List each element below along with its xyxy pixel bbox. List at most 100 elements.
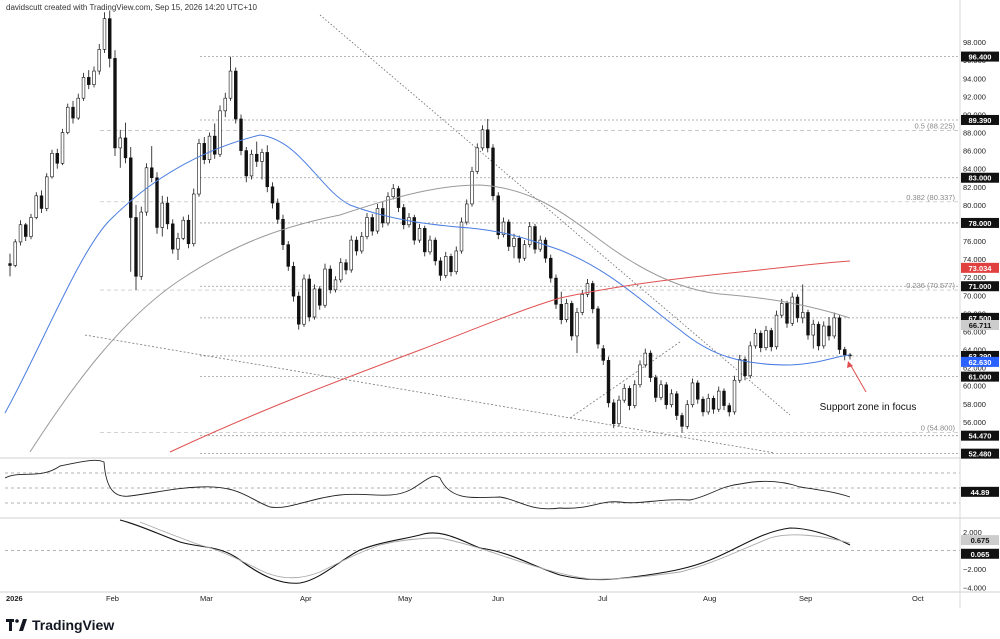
price-tag-bg-11 [961,371,999,382]
tradingview-logo-icon [6,619,27,631]
price-tick-17: 90.000 [963,110,986,119]
price-tag-9: 63.290 [969,352,992,361]
candle-body-43 [234,70,238,120]
candle-body-152 [806,312,810,336]
time-tick-1: Feb [106,594,119,603]
candle-body-39 [213,135,217,155]
candle-body-28 [155,177,159,228]
time-tick-5: Jun [492,594,504,603]
annotation-text: Support zone in focus [820,402,917,413]
candle-body-106 [564,303,569,320]
price-tag-11: 61.000 [969,373,992,382]
candle-body-0 [8,263,12,266]
price-tag-bg-2 [961,172,999,183]
candle-body-53 [286,244,290,267]
price-axis: 56.00058.00060.00062.00064.00066.00068.0… [959,0,999,608]
candle-body-88 [470,171,474,205]
candle-body-15 [87,77,91,85]
price-tick-5: 66.000 [963,327,986,336]
candle-body-146 [774,314,779,348]
candle-body-65 [349,239,353,271]
candle-body-5 [34,195,38,218]
price-tag-6: 67.500 [969,314,992,323]
candle-body-109 [580,294,584,313]
candle-body-133 [706,398,710,413]
candle-body-113 [601,348,605,361]
candle-body-154 [816,323,821,347]
macd-tag-0: 0.675 [971,536,990,545]
macd-pane: 2.000 −2.000 −4.000 0.675 0.065 [0,519,1000,593]
price-tag-bg-13 [961,448,999,459]
price-tag-bg-9 [961,350,999,361]
candle-body-38 [207,135,212,160]
price-tag-bg-10 [961,356,999,367]
candle-body-142 [753,332,758,347]
candle-body-66 [354,239,359,252]
price-tick-12: 80.000 [963,201,986,210]
candle-body-100 [533,226,537,250]
candle-body-24 [134,217,138,277]
candle-body-44 [239,118,243,151]
price-tick-3: 62.000 [963,364,986,373]
time-tick-4: May [398,594,412,603]
candle-body-128 [680,415,684,427]
candle-body-4 [29,217,33,237]
price-tag-bg-1 [961,114,999,125]
macd-tick-0: 2.000 [963,528,982,537]
candle-body-105 [559,304,563,320]
trendline-descending [319,14,791,416]
candle-body-126 [669,393,674,405]
rsi-tag-0: 44.89 [971,488,990,497]
candle-body-60 [323,268,327,306]
candle-body-48 [260,152,264,162]
candle-body-32 [176,238,180,250]
annotation-arrowhead [847,361,853,368]
candle-body-91 [486,129,490,149]
candle-body-61 [328,268,332,291]
candle-body-92 [491,147,495,197]
time-tick-0: 2026 [6,594,23,603]
candle-body-63 [339,262,343,281]
candle-body-46 [249,153,254,177]
candle-body-148 [785,303,789,324]
candle-body-45 [244,150,248,177]
candle-body-75 [402,207,406,226]
price-tag-bg-0 [961,51,999,62]
candle-body-156 [827,325,831,337]
ma-mid-line [29,184,851,453]
candle-body-26 [144,167,149,213]
rsi-pane: 44.89 [0,459,1000,519]
time-axis: 2026 Feb Mar Apr May Jun Jul Aug Sep Oct [6,594,925,603]
time-tick-7: Aug [703,594,716,603]
candle-body-123 [654,377,658,398]
tradingview-logo: TradingView [6,615,114,635]
macd-tick-1: −2.000 [963,565,986,574]
candle-body-23 [129,157,133,218]
candle-body-93 [496,195,500,235]
price-tick-4: 64.000 [963,346,986,355]
candle-body-89 [475,147,479,172]
candle-body-141 [748,345,752,377]
price-pane: 0.5 (88.225) 0.382 (80.337) 0.236 (70.577)… [0,10,1000,459]
candle-body-153 [811,323,815,336]
candle-body-64 [344,262,348,271]
candle-body-151 [801,312,805,319]
candle-body-20 [113,58,117,149]
candle-body-19 [108,18,112,59]
candle-body-52 [281,219,285,245]
price-tick-1: 58.000 [963,400,986,409]
candle-body-22 [123,137,128,159]
price-tag-bg-3 [961,217,999,228]
candle-body-149 [790,296,794,324]
candle-body-9 [55,153,59,164]
candle-body-83 [444,256,448,276]
price-tag-13: 52.480 [969,450,992,459]
candle-body-85 [454,250,458,273]
chart-creator: davidscutt created with TradingView.com,… [6,3,257,12]
candle-body-36 [197,143,201,195]
candle-body-67 [360,236,364,252]
time-tick-9: Oct [912,594,925,603]
candle-body-136 [722,390,726,406]
price-tag-4: 73.034 [969,264,993,273]
